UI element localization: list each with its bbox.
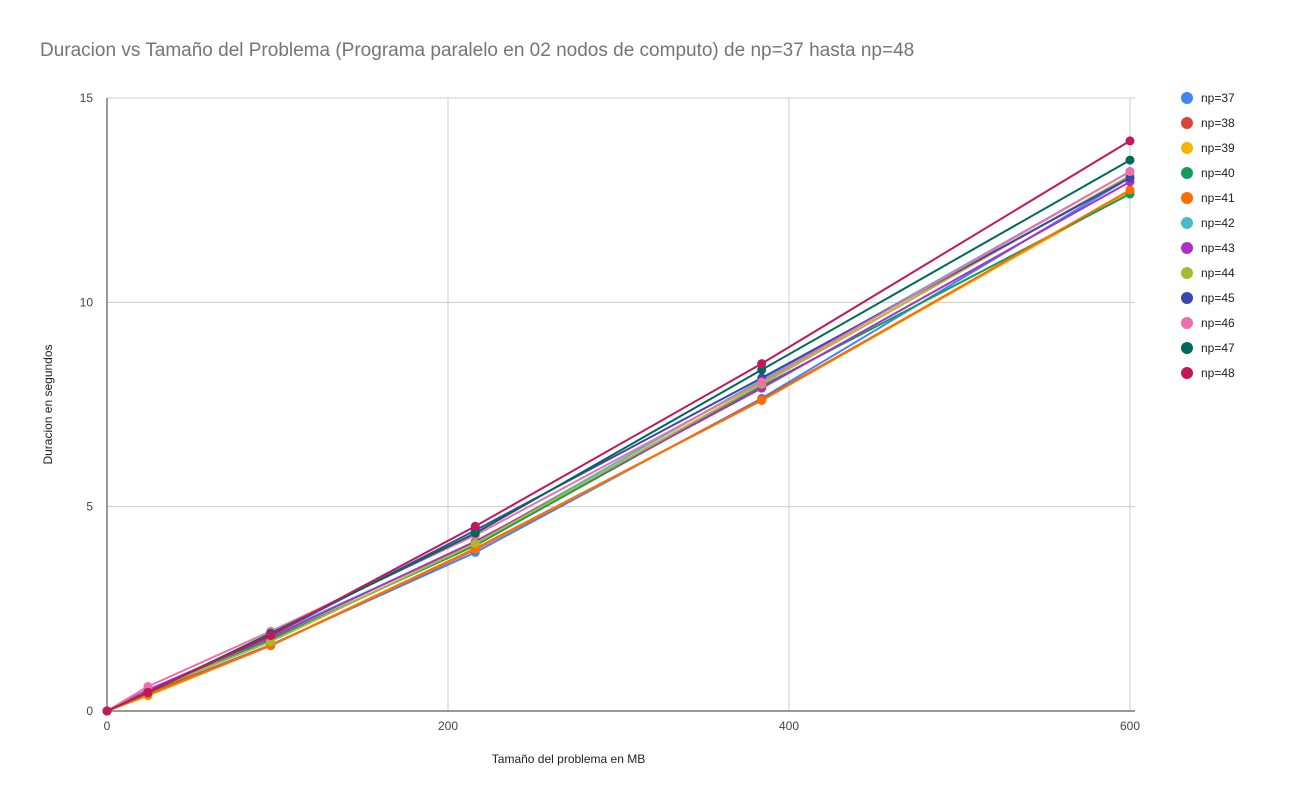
series-line (106, 174, 1131, 712)
legend-label: np=37 (1201, 91, 1235, 105)
y-tick-label: 0 (86, 704, 93, 718)
legend-item[interactable]: np=37 (1181, 91, 1235, 105)
data-point[interactable] (757, 359, 767, 369)
x-tick-label: 600 (1120, 719, 1140, 733)
x-tick-label: 0 (104, 719, 111, 733)
series-lines (102, 136, 1135, 716)
legend-item[interactable]: np=44 (1181, 266, 1235, 280)
series-np-42[interactable] (102, 167, 1135, 716)
legend-item[interactable]: np=48 (1181, 366, 1235, 380)
y-tick-label: 10 (80, 295, 94, 309)
series-line (106, 170, 1131, 712)
legend-label: np=41 (1201, 191, 1235, 205)
chart-title: Duracion vs Tamaño del Problema (Program… (40, 40, 915, 61)
legend-swatch (1181, 92, 1193, 104)
legend-item[interactable]: np=45 (1181, 291, 1235, 305)
legend-label: np=39 (1201, 141, 1235, 155)
grid-lines (107, 97, 1135, 711)
legend-label: np=48 (1201, 366, 1235, 380)
legend[interactable]: np=37 np=38 np=39 np=40 np=41 np=42 np=43 np=44… (1181, 91, 1235, 380)
legend-label: np=47 (1201, 341, 1235, 355)
legend-label: np=46 (1201, 316, 1235, 330)
x-tick-label: 200 (438, 719, 458, 733)
series-line (106, 189, 1131, 712)
series-line (106, 159, 1131, 712)
legend-label: np=43 (1201, 241, 1235, 255)
legend-label: np=44 (1201, 266, 1235, 280)
series-np-47[interactable] (102, 155, 1135, 716)
data-point[interactable] (102, 706, 112, 716)
data-point[interactable] (266, 630, 276, 640)
legend-item[interactable]: np=47 (1181, 341, 1235, 355)
legend-item[interactable]: np=43 (1181, 241, 1235, 255)
data-point[interactable] (1125, 167, 1135, 177)
data-point[interactable] (1125, 155, 1135, 165)
legend-item[interactable]: np=38 (1181, 116, 1235, 130)
legend-label: np=40 (1201, 166, 1235, 180)
legend-label: np=42 (1201, 216, 1235, 230)
x-axis-title: Tamaño del problema en MB (492, 752, 645, 766)
legend-swatch (1181, 167, 1193, 179)
y-tick-label: 5 (86, 500, 93, 514)
series-np-48[interactable] (102, 136, 1135, 716)
legend-item[interactable]: np=41 (1181, 191, 1235, 205)
legend-swatch (1181, 242, 1193, 254)
legend-swatch (1181, 267, 1193, 279)
legend-label: np=38 (1201, 116, 1235, 130)
legend-swatch (1181, 292, 1193, 304)
axes (106, 98, 1135, 712)
data-point[interactable] (470, 521, 480, 531)
x-tick-label: 400 (779, 719, 799, 733)
legend-label: np=45 (1201, 291, 1235, 305)
legend-swatch (1181, 367, 1193, 379)
series-line (106, 170, 1131, 712)
series-np-46[interactable] (102, 167, 1135, 716)
legend-swatch (1181, 142, 1193, 154)
tick-labels: 0 5 10 15 0 200 400 600 (80, 91, 1141, 733)
legend-swatch (1181, 342, 1193, 354)
legend-item[interactable]: np=40 (1181, 166, 1235, 180)
data-point[interactable] (757, 395, 767, 405)
legend-swatch (1181, 217, 1193, 229)
series-np-44[interactable] (102, 171, 1135, 716)
y-tick-label: 15 (80, 91, 94, 105)
data-point[interactable] (1125, 185, 1135, 195)
data-point[interactable] (1125, 136, 1135, 146)
legend-swatch (1181, 317, 1193, 329)
legend-swatch (1181, 192, 1193, 204)
series-line (106, 180, 1131, 712)
data-point[interactable] (470, 528, 480, 538)
legend-swatch (1181, 117, 1193, 129)
legend-item[interactable]: np=42 (1181, 216, 1235, 230)
y-axis-title: Duracion en segundos (41, 344, 55, 464)
data-point[interactable] (470, 538, 480, 548)
data-point[interactable] (143, 687, 153, 697)
legend-item[interactable]: np=39 (1181, 141, 1235, 155)
data-point[interactable] (757, 377, 767, 387)
legend-item[interactable]: np=46 (1181, 316, 1235, 330)
series-line (106, 140, 1131, 712)
